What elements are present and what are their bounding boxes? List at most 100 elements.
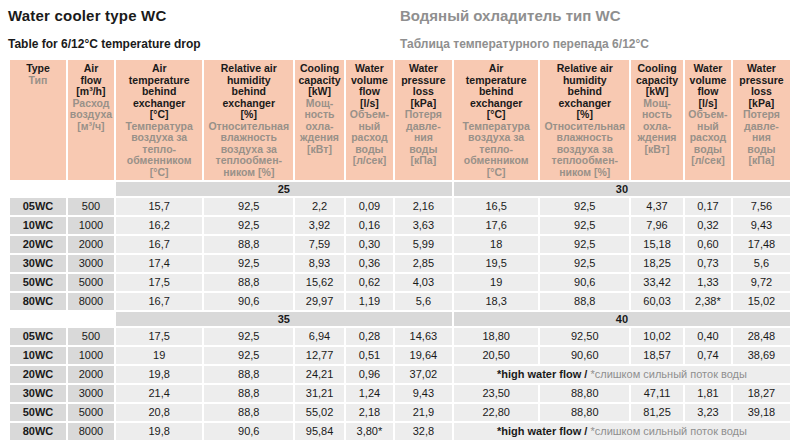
- value-cell: 33,42: [631, 274, 683, 291]
- header-ru: Относительная влажность воздуха за тепло…: [205, 121, 292, 179]
- table-row-80wc-b: 80WC 8000 19,8 90,6 95,84 3,80* 32,8 *hi…: [10, 423, 790, 440]
- airflow-cell: 5000: [68, 274, 114, 291]
- table-row-05wc-a: 05WC 500 15,7 92,5 2,2 0,09 2,16 16,5 92…: [10, 198, 790, 215]
- table-row-30wc-a: 30WC 3000 17,4 92,5 8,93 0,36 2,85 19,5 …: [10, 255, 790, 272]
- value-cell: 92,5: [204, 255, 293, 272]
- value-cell: 16,7: [116, 236, 203, 253]
- value-cell: 81,25: [631, 404, 683, 421]
- value-cell: 3,63: [395, 217, 452, 234]
- value-cell: 0,09: [346, 198, 393, 215]
- header-ru: Относительная влажность воздуха за тепло…: [541, 121, 628, 179]
- high-water-flow-note-en: *high water flow /: [497, 368, 591, 380]
- value-cell: 15,02: [733, 293, 790, 310]
- type-cell: 50WC: [10, 404, 66, 421]
- value-cell: 29,97: [295, 293, 344, 310]
- value-cell: 1,33: [685, 274, 731, 291]
- type-cell: 80WC: [10, 293, 66, 310]
- spacer-cell: [10, 182, 114, 196]
- table-row-30wc-b: 30WC 3000 21,4 88,8 31,21 1,24 9,43 23,5…: [10, 385, 790, 402]
- subtitle-row: Table for 6/12°C temperature drop Таблиц…: [0, 25, 800, 58]
- value-cell: 2,18: [346, 404, 393, 421]
- airflow-cell: 1000: [68, 217, 114, 234]
- value-cell: 0,36: [346, 255, 393, 272]
- value-cell: 92,5: [540, 198, 629, 215]
- value-cell: 3,23: [685, 404, 731, 421]
- value-cell: 17,5: [116, 274, 203, 291]
- spacer-cell: [10, 312, 114, 326]
- value-cell: 92,5: [204, 217, 293, 234]
- value-cell: 38,69: [733, 347, 790, 364]
- airflow-cell: 500: [68, 328, 114, 345]
- water-temp-band-40: 40: [454, 312, 790, 326]
- value-cell: 17,5: [116, 328, 203, 345]
- header-en: Relative air humidity behind exchanger […: [541, 63, 628, 121]
- value-cell: 55,02: [295, 404, 344, 421]
- table-row-80wc-a: 80WC 8000 16,7 90,6 29,97 1,19 5,6 18,3 …: [10, 293, 790, 310]
- value-cell: 92,5: [204, 328, 293, 345]
- water-temp-band-row-35-40: 35 40: [10, 312, 790, 326]
- type-cell: 30WC: [10, 255, 66, 272]
- header-ru: Мощ- ность охла- ждения [кВт]: [632, 98, 682, 156]
- value-cell: 2,2: [295, 198, 344, 215]
- value-cell: 24,21: [295, 366, 344, 383]
- col-header-air-temp-1: Air temperature behind exchanger [°C]Тем…: [116, 60, 203, 180]
- value-cell: 16,5: [454, 198, 539, 215]
- type-cell: 80WC: [10, 423, 66, 440]
- value-cell: 22,80: [454, 404, 539, 421]
- value-cell: 19,5: [454, 255, 539, 272]
- datasheet-page: Water cooler type WC Водяный охладитель …: [0, 0, 800, 448]
- value-cell: 90,6: [204, 293, 293, 310]
- value-cell: 88,8: [204, 236, 293, 253]
- value-cell: 4,37: [631, 198, 683, 215]
- value-cell: 7,96: [631, 217, 683, 234]
- header-en: Water volume flow [l/s]: [347, 63, 392, 109]
- value-cell: 15,7: [116, 198, 203, 215]
- high-water-flow-note-en: *high water flow /: [497, 425, 591, 437]
- value-cell: 18,3: [454, 293, 539, 310]
- header-en: Type: [11, 63, 65, 75]
- header-ru: Потеря давле- ния воды [кПа]: [734, 109, 789, 167]
- value-cell: 23,50: [454, 385, 539, 402]
- type-cell: 05WC: [10, 328, 66, 345]
- type-cell: 20WC: [10, 366, 66, 383]
- value-cell: 15,18: [631, 236, 683, 253]
- value-cell: 0,74: [685, 347, 731, 364]
- value-cell: 92,5: [204, 198, 293, 215]
- value-cell: 88,80: [540, 385, 629, 402]
- value-cell: 9,72: [733, 274, 790, 291]
- value-cell: 14,63: [395, 328, 452, 345]
- value-cell: 7,59: [295, 236, 344, 253]
- value-cell: 28,48: [733, 328, 790, 345]
- page-subtitle-en: Table for 6/12°C temperature drop: [8, 37, 201, 51]
- col-header-water-volume-2: Water volume flow [l/s]Объем- ный расход…: [685, 60, 731, 180]
- value-cell: 39,18: [733, 404, 790, 421]
- header-en: Relative air humidity behind exchanger […: [205, 63, 292, 121]
- col-header-humidity-2: Relative air humidity behind exchanger […: [540, 60, 629, 180]
- value-cell: 20,50: [454, 347, 539, 364]
- header-en: Water pressure loss [kPa]: [734, 63, 789, 109]
- airflow-cell: 5000: [68, 404, 114, 421]
- high-water-flow-note-ru: *слишком сильный поток воды: [590, 368, 746, 380]
- col-header-air-temp-2: Air temperature behind exchanger [°C]Тем…: [454, 60, 539, 180]
- value-cell: 17,48: [733, 236, 790, 253]
- header-en: Water volume flow [l/s]: [686, 63, 730, 109]
- value-cell: 60,03: [631, 293, 683, 310]
- value-cell: 88,80: [540, 404, 629, 421]
- value-cell: 3,92: [295, 217, 344, 234]
- airflow-cell: 8000: [68, 293, 114, 310]
- value-cell: 92,5: [540, 255, 629, 272]
- high-water-flow-note: *high water flow / *слишком сильный пото…: [454, 423, 790, 440]
- water-temp-band-25: 25: [116, 182, 452, 196]
- value-cell: 18,57: [631, 347, 683, 364]
- value-cell: 12,77: [295, 347, 344, 364]
- value-cell: 2,16: [395, 198, 452, 215]
- airflow-cell: 2000: [68, 236, 114, 253]
- page-title-ru: Водяный охладитель тип WC: [400, 7, 620, 24]
- value-cell: 16,2: [116, 217, 203, 234]
- value-cell: 1,81: [685, 385, 731, 402]
- value-cell: 21,4: [116, 385, 203, 402]
- value-cell: 9,43: [733, 217, 790, 234]
- col-header-type: TypeТип: [10, 60, 66, 180]
- page-title-en: Water cooler type WC: [8, 7, 166, 24]
- high-water-flow-note: *high water flow / *слишком сильный пото…: [454, 366, 790, 383]
